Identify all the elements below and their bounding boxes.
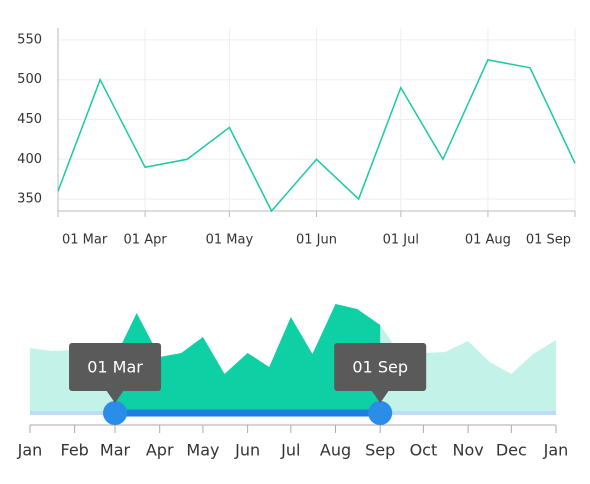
x-tick-label: Dec <box>496 441 527 460</box>
x-tick-label: Mar <box>100 441 131 460</box>
tooltip-label: 01 Mar <box>87 358 143 377</box>
x-tick-label: Jan <box>543 441 569 460</box>
x-tick-label: 01 Apr <box>124 233 168 248</box>
y-tick-label: 400 <box>17 152 42 167</box>
x-tick-label: 01 May <box>206 233 254 248</box>
tooltip-pointer <box>371 390 390 403</box>
tooltip-box <box>69 343 162 391</box>
x-tick-label: 01 Sep <box>526 233 571 248</box>
y-tick-label: 550 <box>17 32 42 47</box>
tooltip-box <box>334 343 427 391</box>
x-tick-label: Sep <box>365 441 395 460</box>
line-series <box>57 58 576 213</box>
tooltip-pointer <box>106 390 125 403</box>
x-tick-label: Jan <box>17 441 43 460</box>
thumb[interactable] <box>368 401 393 425</box>
tooltip-label: 01 Sep <box>352 358 408 377</box>
x-tick-label: 01 Mar <box>62 233 108 248</box>
y-tick-label: 350 <box>17 192 42 207</box>
x-tick-label: Jun <box>234 441 260 460</box>
y-tick-label: 500 <box>17 72 42 87</box>
y-tick-label: 450 <box>17 112 42 127</box>
x-tick-label: Oct <box>410 441 438 460</box>
x-tick-label: 01 Aug <box>465 233 511 248</box>
x-tick-label: Feb <box>61 441 89 460</box>
thumb[interactable] <box>103 401 128 425</box>
x-tick-label: Apr <box>146 441 174 460</box>
x-tick-label: Nov <box>452 441 483 460</box>
area-selected <box>115 304 381 413</box>
x-tick-label: May <box>186 441 219 460</box>
x-tick-label: Jul <box>280 441 300 460</box>
x-tick-label: 01 Jun <box>296 233 337 248</box>
x-tick-label: Aug <box>320 441 351 460</box>
x-tick-label: 01 Jul <box>383 233 419 248</box>
